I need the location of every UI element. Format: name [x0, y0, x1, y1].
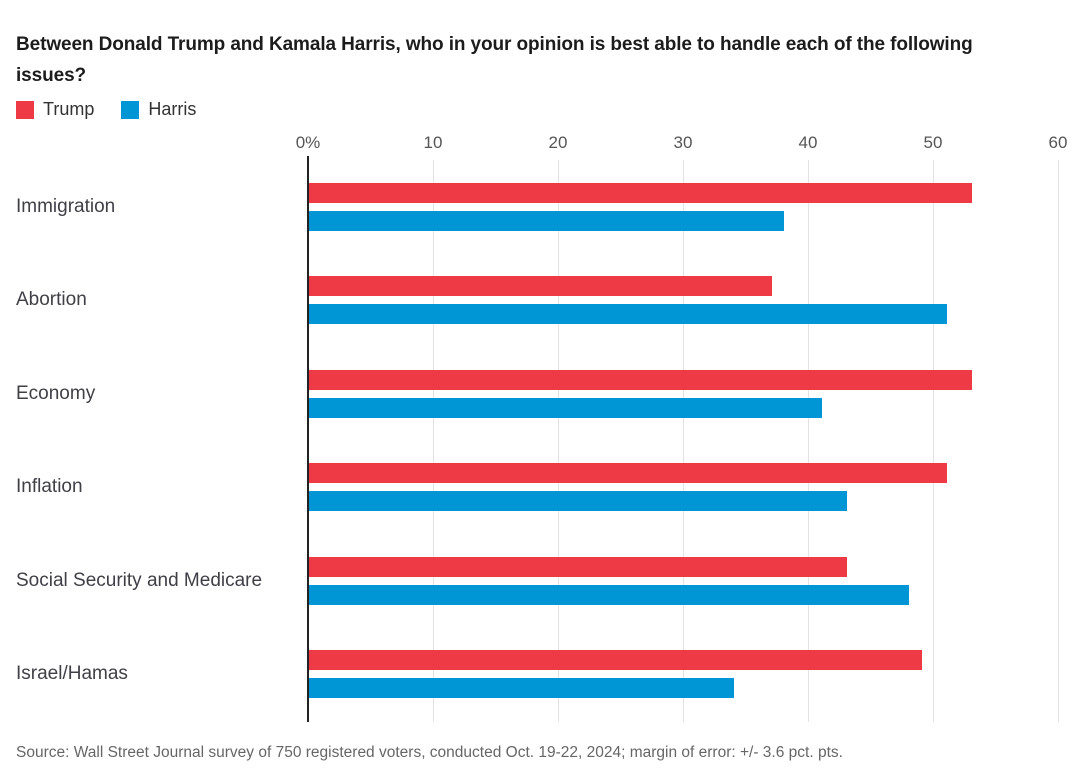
x-tick-label-60: 60 — [1048, 133, 1068, 152]
category-label-social-security-and-medicare: Social Security and Medicare — [16, 569, 263, 591]
legend-item-harris: Harris — [121, 99, 196, 120]
category-label-inflation: Inflation — [16, 476, 83, 498]
gridline-30 — [682, 160, 684, 722]
bar-trump-israel-hamas — [309, 650, 922, 670]
bar-harris-abortion — [309, 304, 947, 325]
bar-trump-social-security-and-medicare — [309, 556, 847, 577]
legend-item-trump: Trump — [16, 99, 94, 120]
x-axis-zero-line — [307, 156, 309, 722]
legend: Trump Harris — [16, 99, 196, 120]
x-tick-label-20: 20 — [548, 133, 568, 152]
legend-swatch-harris — [121, 100, 140, 119]
gridline-50 — [932, 160, 934, 722]
chart-title: Between Donald Trump and Kamala Harris, … — [16, 33, 973, 86]
category-label-economy: Economy — [16, 382, 96, 404]
category-label-israel-hamas: Israel/Hamas — [16, 663, 128, 684]
legend-swatch-trump — [16, 100, 34, 119]
bar-trump-immigration — [309, 183, 972, 203]
x-tick-label-0: 0% — [295, 133, 321, 152]
x-tick-label-30: 30 — [673, 133, 693, 152]
bar-trump-inflation — [309, 463, 947, 484]
bar-harris-israel-hamas — [309, 678, 734, 698]
gridline-20 — [557, 160, 559, 722]
source-note: Source: Wall Street Journal survey of 75… — [16, 744, 843, 761]
category-label-immigration: Immigration — [16, 196, 116, 217]
legend-label-trump: Trump — [43, 99, 95, 119]
bar-harris-immigration — [309, 211, 784, 231]
gridline-60 — [1057, 160, 1059, 722]
bar-harris-economy — [309, 397, 822, 418]
x-tick-label-50: 50 — [923, 133, 943, 152]
gridline-40 — [807, 160, 809, 722]
bar-trump-economy — [309, 369, 972, 390]
category-label-abortion: Abortion — [16, 289, 87, 311]
x-tick-label-40: 40 — [798, 133, 818, 152]
x-tick-label-10: 10 — [423, 133, 443, 152]
bar-harris-inflation — [309, 491, 847, 512]
gridline-10 — [432, 160, 434, 722]
bar-harris-social-security-and-medicare — [309, 584, 909, 605]
legend-label-harris: Harris — [148, 99, 197, 119]
bar-trump-abortion — [309, 276, 772, 297]
